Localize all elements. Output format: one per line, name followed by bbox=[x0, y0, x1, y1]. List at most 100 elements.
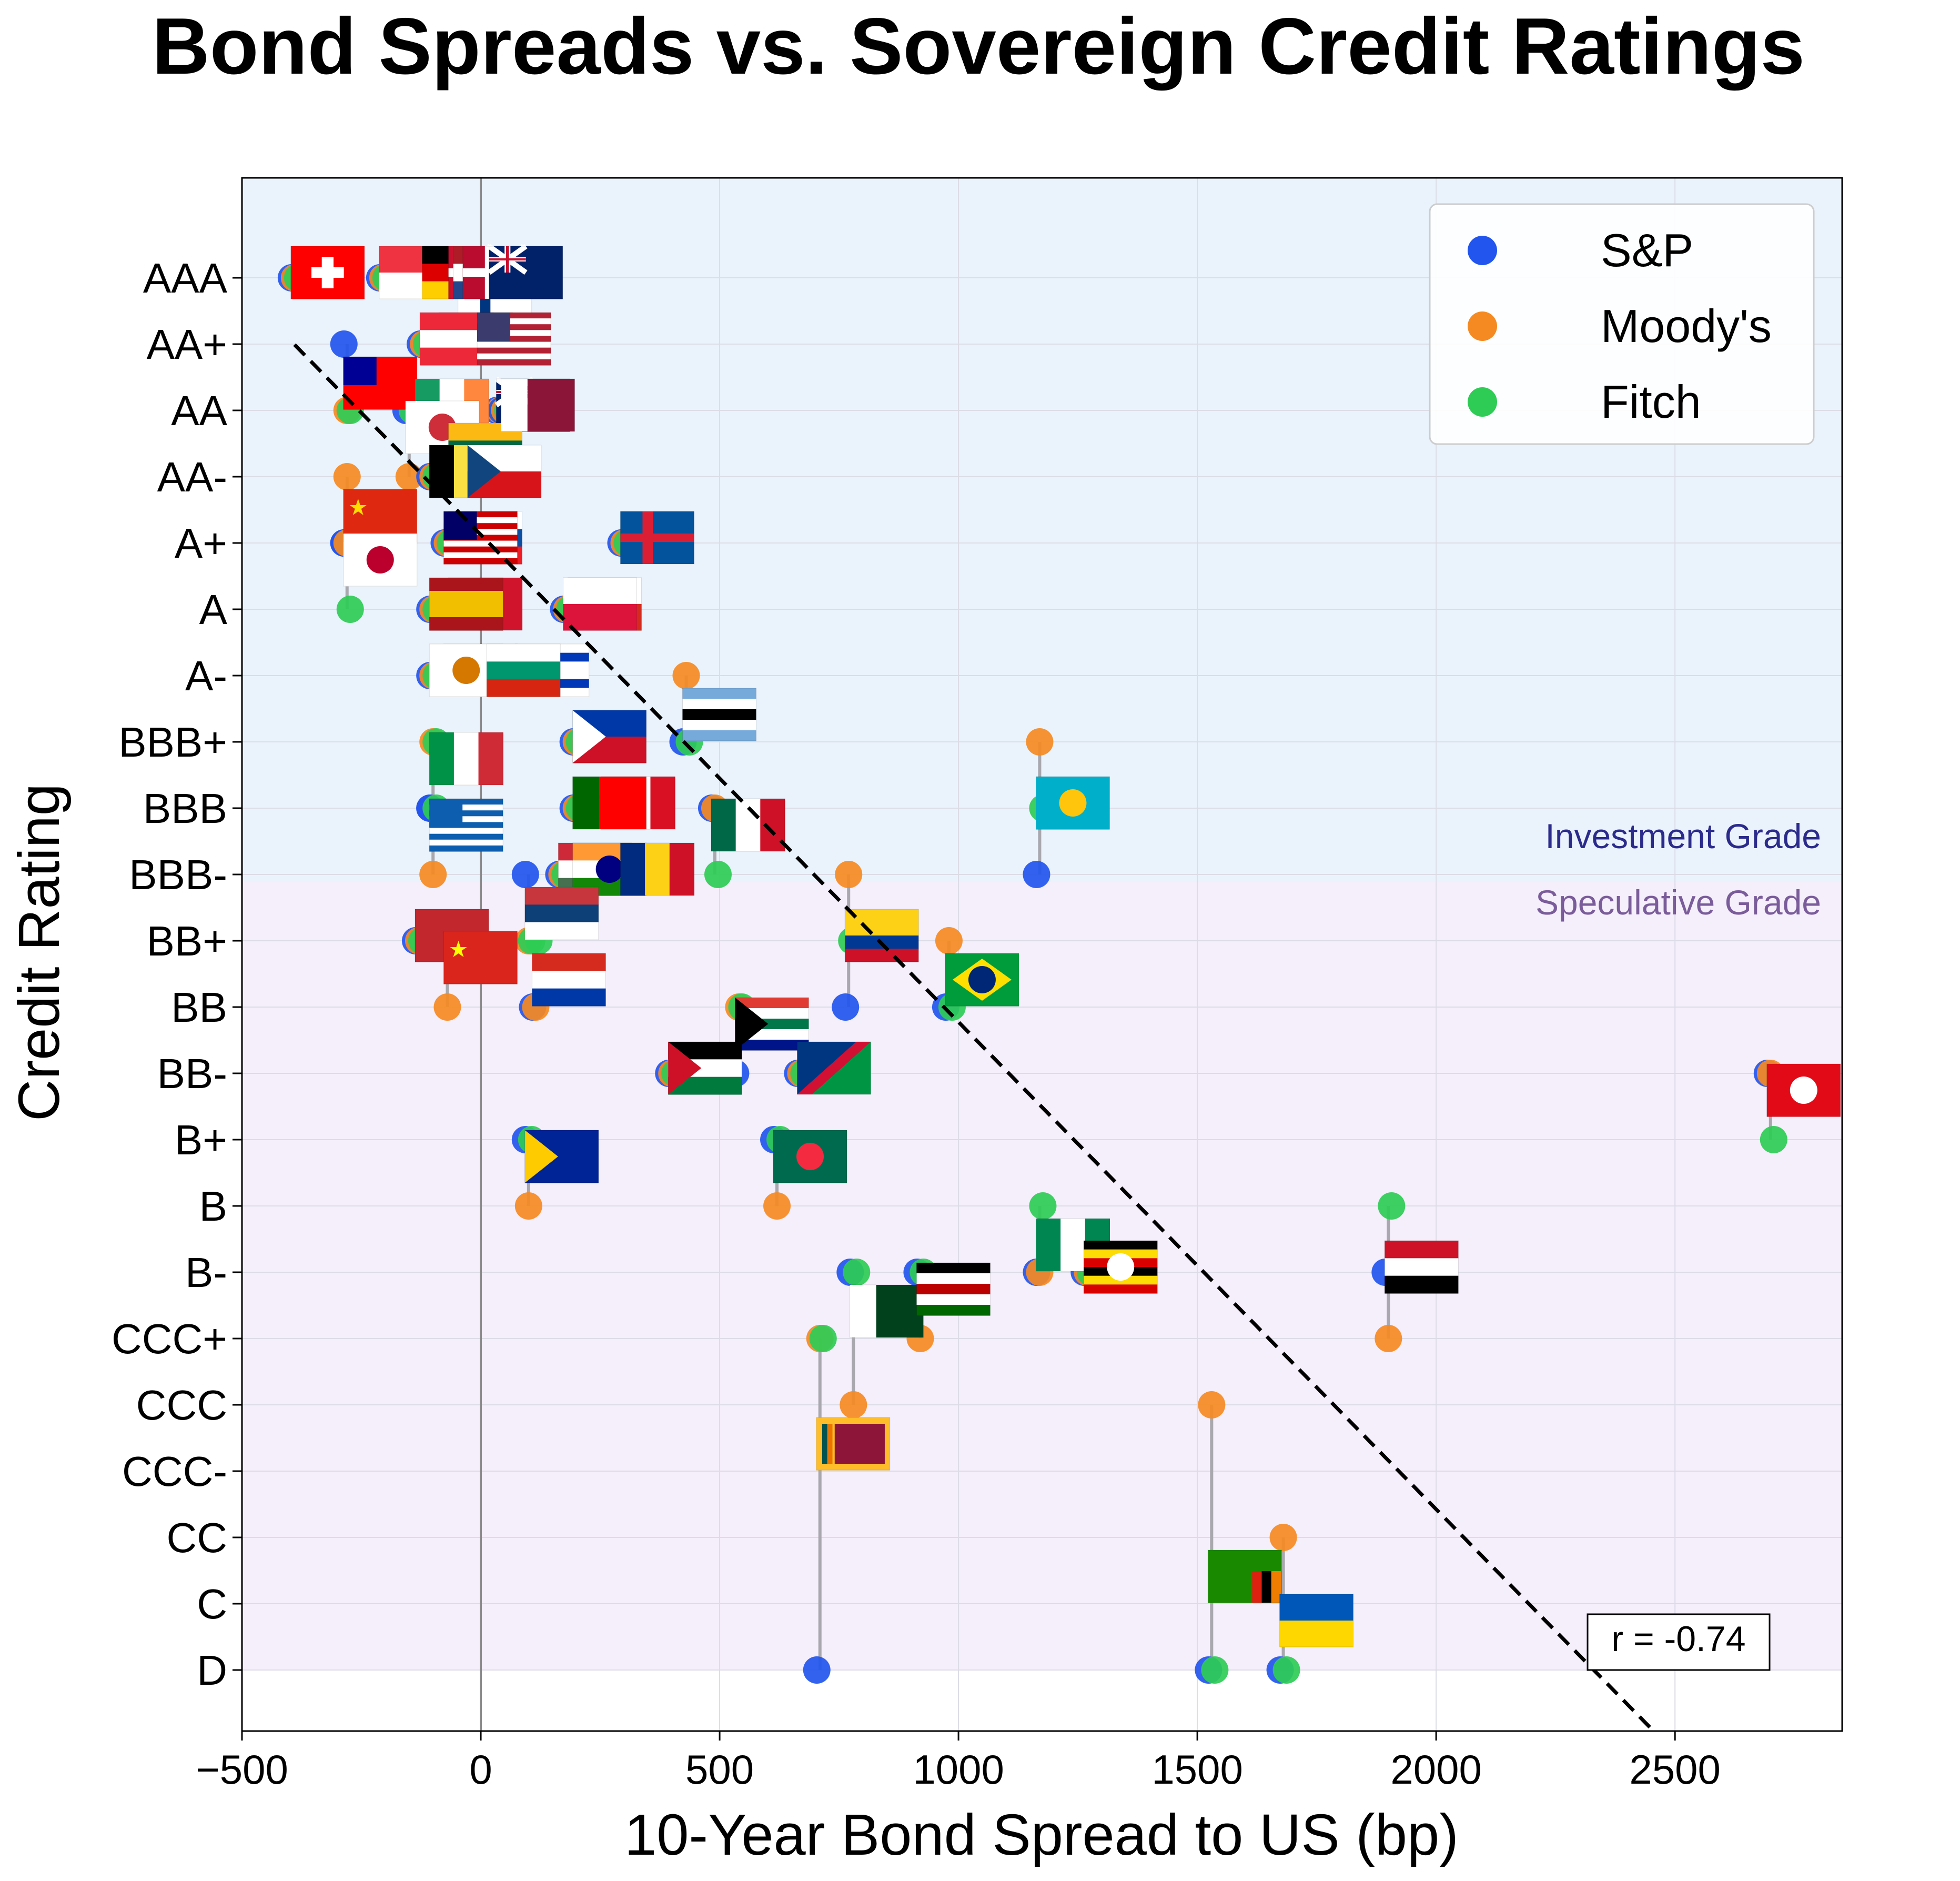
fitch-rating-point bbox=[704, 861, 732, 888]
fitch-rating-point bbox=[1378, 1192, 1406, 1220]
flag-pk-icon bbox=[849, 1284, 924, 1338]
y-tick-label: A+ bbox=[175, 520, 227, 567]
investment-grade-label: Investment Grade bbox=[1545, 817, 1821, 856]
flag-za-icon bbox=[734, 997, 809, 1051]
x-tick-label: 1000 bbox=[913, 1746, 1004, 1793]
flag-cn-icon bbox=[343, 489, 418, 542]
flag-ua-icon bbox=[1279, 1594, 1354, 1647]
flag-ba-icon bbox=[524, 1130, 599, 1183]
flag-ph-icon bbox=[572, 710, 647, 763]
moodys-rating-point bbox=[433, 993, 461, 1021]
x-tick-label: 0 bbox=[469, 1746, 492, 1793]
moodys-rating-point bbox=[514, 1192, 542, 1220]
flag-co-icon bbox=[844, 909, 919, 962]
y-tick-label: AA+ bbox=[147, 321, 227, 368]
flag-my-icon bbox=[443, 511, 518, 565]
fitch-rating-point bbox=[1760, 1126, 1787, 1153]
y-tick-label: A- bbox=[185, 652, 227, 699]
y-tick-label: BB bbox=[171, 984, 227, 1031]
flag-bw-icon bbox=[682, 688, 756, 741]
y-tick-label: C bbox=[197, 1581, 227, 1627]
fitch-rating-point bbox=[843, 1259, 871, 1286]
x-axis-label: 10-Year Bond Spread to US (bp) bbox=[624, 1803, 1459, 1867]
fitch-rating-point bbox=[1272, 1656, 1300, 1684]
flag-tr-icon bbox=[1766, 1063, 1841, 1117]
flag-jp-icon bbox=[343, 533, 418, 587]
speculative-grade-label: Speculative Grade bbox=[1535, 883, 1821, 922]
flag-bd-icon bbox=[773, 1130, 847, 1183]
flag-zm-icon bbox=[1207, 1550, 1282, 1603]
fitch-rating-point bbox=[1029, 1192, 1057, 1220]
y-tick-label: AAA bbox=[143, 255, 228, 301]
flag-mx-icon bbox=[711, 798, 785, 852]
y-tick-label: BB- bbox=[157, 1050, 227, 1097]
flag-ke-icon bbox=[916, 1262, 991, 1316]
y-tick-label: B bbox=[199, 1183, 227, 1230]
flag-gr-icon bbox=[429, 798, 503, 852]
x-tick-label: 500 bbox=[685, 1746, 754, 1793]
sp-rating-point bbox=[1023, 861, 1050, 888]
y-tick-label: CCC- bbox=[122, 1448, 227, 1495]
y-tick-label: BBB- bbox=[129, 851, 227, 898]
flag-ch-icon bbox=[290, 246, 365, 299]
flag-bg-icon bbox=[486, 643, 561, 697]
x-tick-label: 1500 bbox=[1151, 1746, 1243, 1793]
flag-rs-icon bbox=[524, 887, 599, 940]
moodys-rating-point bbox=[419, 861, 447, 888]
legend-label: S&P bbox=[1601, 224, 1693, 276]
flag-pl-icon bbox=[562, 577, 637, 631]
moodys-rating-point bbox=[835, 861, 863, 888]
flag-tw-icon bbox=[343, 356, 418, 410]
fitch-rating-point bbox=[336, 596, 364, 623]
moodys-rating-point bbox=[763, 1192, 791, 1220]
plot-frame bbox=[241, 177, 1843, 1732]
fitch-rating-point bbox=[1201, 1656, 1229, 1684]
y-tick-label: B+ bbox=[175, 1116, 227, 1163]
legend-marker-1 bbox=[1468, 311, 1497, 341]
flag-us-icon bbox=[477, 312, 551, 366]
moodys-rating-point bbox=[840, 1391, 867, 1419]
y-tick-label: BB+ bbox=[147, 918, 227, 964]
flag-kz-icon bbox=[1035, 776, 1110, 830]
moodys-rating-point bbox=[1375, 1325, 1402, 1352]
x-tick-label: 2500 bbox=[1629, 1746, 1721, 1793]
y-tick-label: AA- bbox=[157, 454, 227, 500]
x-tick-label: −500 bbox=[196, 1746, 288, 1793]
correlation-text: r = -0.74 bbox=[1611, 1619, 1745, 1659]
flag-na-icon bbox=[796, 1041, 871, 1095]
y-tick-label: CC bbox=[166, 1514, 227, 1561]
moodys-rating-point bbox=[333, 463, 361, 490]
legend-marker-2 bbox=[1468, 387, 1497, 417]
legend-label: Fitch bbox=[1601, 376, 1701, 428]
flag-eg-icon bbox=[1384, 1240, 1459, 1294]
flag-pt-icon bbox=[572, 776, 647, 830]
flag-vn-icon bbox=[443, 931, 518, 984]
y-tick-label: B- bbox=[185, 1249, 227, 1296]
flag-cz-icon bbox=[467, 445, 542, 498]
flag-py-icon bbox=[531, 953, 606, 1007]
moodys-rating-point bbox=[1269, 1524, 1297, 1551]
y-tick-label: BBB+ bbox=[118, 719, 227, 766]
chart-title: Bond Spreads vs. Sovereign Credit Rating… bbox=[152, 2, 1805, 91]
x-tick-label: 2000 bbox=[1390, 1746, 1482, 1793]
flag-is-icon bbox=[620, 511, 694, 565]
correlation-annotation: r = -0.74 bbox=[1587, 1613, 1771, 1671]
y-tick-label: BBB bbox=[143, 785, 227, 832]
sp-rating-point bbox=[330, 330, 358, 358]
moodys-rating-point bbox=[1198, 1391, 1226, 1419]
y-axis-label: Credit Rating bbox=[7, 783, 72, 1121]
moodys-rating-point bbox=[935, 927, 963, 954]
legend-marker-0 bbox=[1468, 236, 1497, 265]
y-tick-label: A bbox=[199, 586, 228, 633]
legend-box bbox=[1429, 203, 1815, 445]
legend: S&P Moody's Fitch bbox=[1429, 203, 1815, 445]
y-tick-label: CCC+ bbox=[112, 1315, 227, 1362]
flag-br-icon bbox=[945, 953, 1019, 1007]
flag-es-icon bbox=[429, 577, 503, 631]
flag-ug-icon bbox=[1083, 1240, 1158, 1294]
moodys-rating-point bbox=[672, 662, 700, 689]
flag-ro-icon bbox=[620, 842, 694, 896]
y-tick-label: CCC bbox=[136, 1382, 227, 1429]
